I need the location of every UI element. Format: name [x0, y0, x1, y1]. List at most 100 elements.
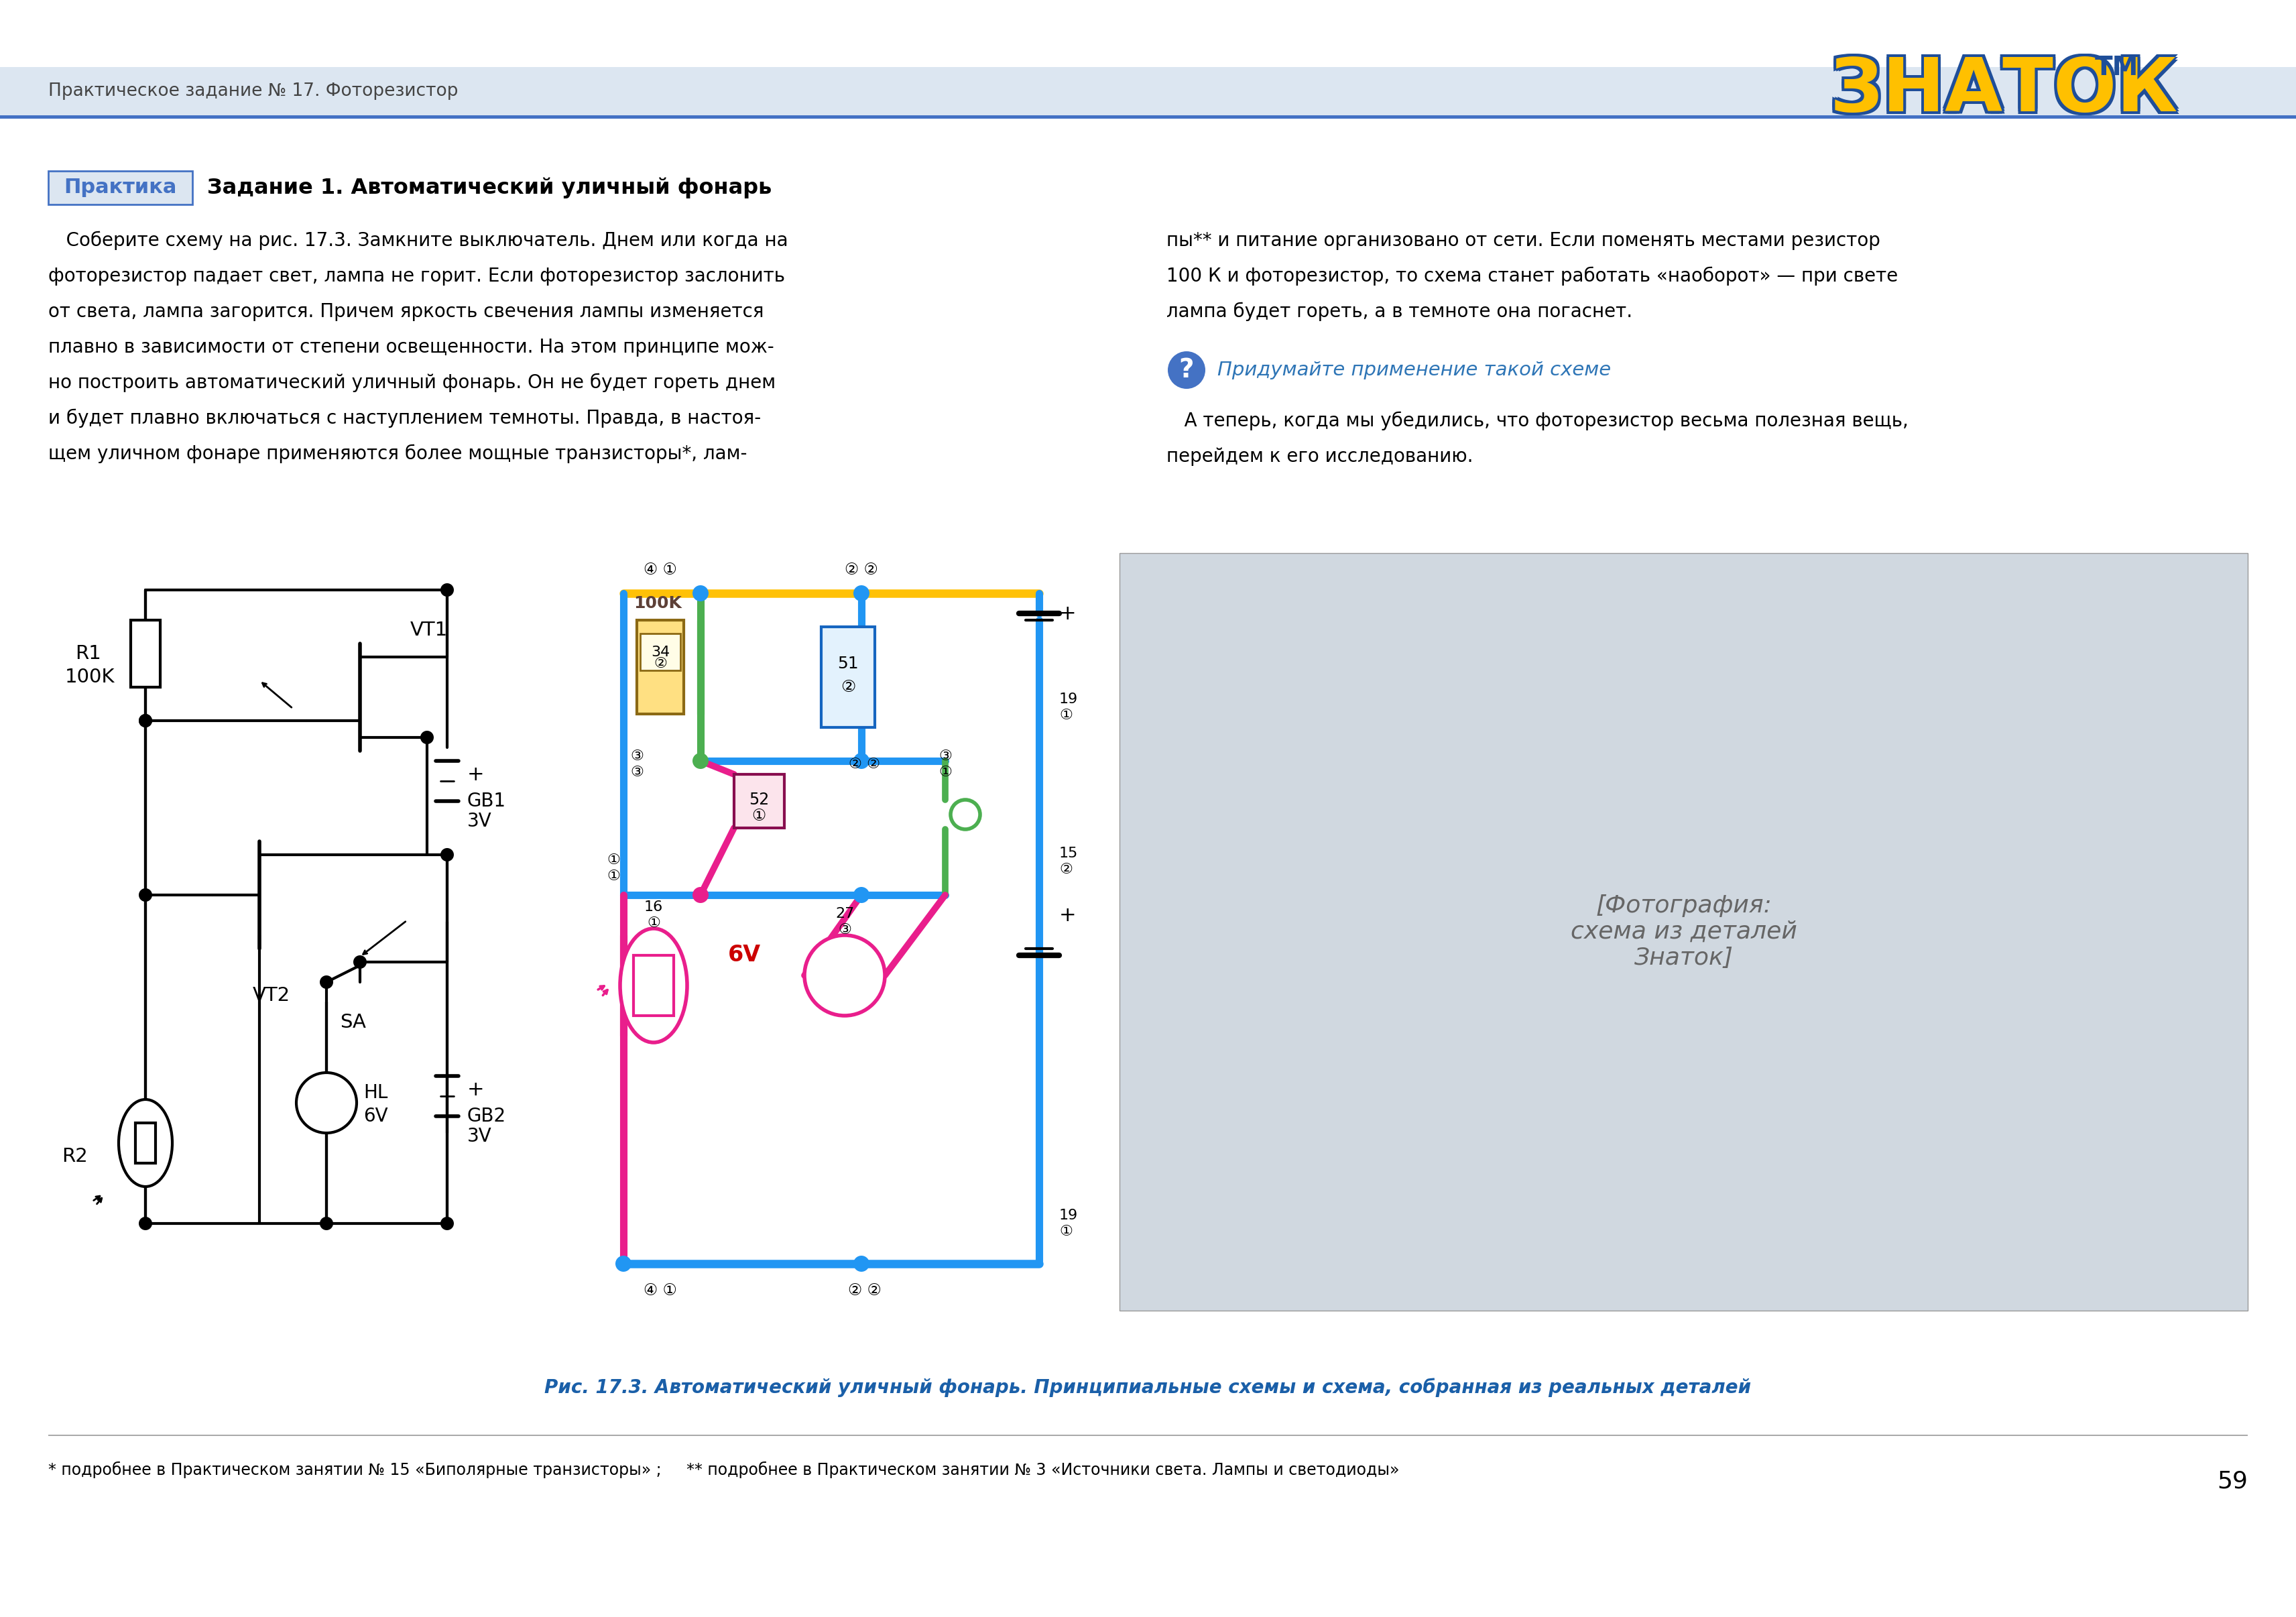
Circle shape: [854, 1256, 870, 1271]
Text: 19
①: 19 ①: [1058, 692, 1079, 721]
Text: 27
③: 27 ③: [836, 907, 854, 936]
Text: Соберите схему на рис. 17.3. Замкните выключатель. Днем или когда на: Соберите схему на рис. 17.3. Замкните вы…: [48, 231, 788, 251]
Text: GB2: GB2: [468, 1106, 505, 1125]
Bar: [822, 627, 875, 728]
Text: ЗНАТОК: ЗНАТОК: [1832, 55, 2181, 128]
Circle shape: [319, 975, 333, 990]
Bar: [735, 775, 785, 828]
Text: ④ ①: ④ ①: [643, 561, 677, 577]
Text: 52: 52: [748, 792, 769, 808]
Text: VT1: VT1: [411, 621, 448, 640]
Circle shape: [854, 888, 870, 902]
Circle shape: [441, 584, 455, 597]
Text: +: +: [468, 765, 484, 784]
Circle shape: [693, 754, 709, 770]
Text: 34: 34: [650, 645, 670, 660]
Text: 19
①: 19 ①: [1058, 1210, 1079, 1239]
Text: ② ②: ② ②: [847, 1282, 882, 1298]
Circle shape: [951, 800, 980, 830]
Text: ЗНАТОК: ЗНАТОК: [1830, 58, 2179, 129]
Text: 6V: 6V: [363, 1106, 388, 1125]
Ellipse shape: [119, 1100, 172, 1187]
Text: * подробнее в Практическом занятии № 15 «Биполярные транзисторы» ;     ** подроб: * подробнее в Практическом занятии № 15 …: [48, 1462, 1398, 1478]
Text: и будет плавно включаться с наступлением темноты. Правда, в настоя-: и будет плавно включаться с наступлением…: [48, 409, 760, 429]
Text: 3V: 3V: [468, 1127, 491, 1146]
Text: от света, лампа загорится. Причем яркость свечения лампы изменяется: от света, лампа загорится. Причем яркост…: [48, 302, 765, 322]
Text: ?: ?: [1180, 357, 1194, 383]
Text: ЗНАТОК: ЗНАТОК: [1828, 58, 2177, 129]
Circle shape: [138, 715, 152, 728]
Text: 6V: 6V: [728, 944, 760, 967]
Circle shape: [693, 585, 709, 602]
Text: 16
①: 16 ①: [645, 901, 664, 930]
Text: ④ ①: ④ ①: [643, 1282, 677, 1298]
Text: лампа будет гореть, а в темноте она погаснет.: лампа будет гореть, а в темноте она пога…: [1166, 302, 1632, 322]
Text: Рис. 17.3. Автоматический уличный фонарь. Принципиальные схемы и схема, собранна: Рис. 17.3. Автоматический уличный фонарь…: [544, 1378, 1752, 1397]
Text: Задание 1. Автоматический уличный фонарь: Задание 1. Автоматический уличный фонарь: [207, 178, 771, 199]
Circle shape: [138, 1216, 152, 1231]
Bar: [634, 956, 673, 1015]
Circle shape: [420, 731, 434, 744]
Text: 100K: 100K: [634, 595, 682, 611]
Text: +: +: [1058, 906, 1077, 925]
Text: VT2: VT2: [253, 986, 289, 1004]
Text: 3V: 3V: [468, 812, 491, 831]
Text: ЗНАТОК: ЗНАТОК: [1828, 53, 2177, 125]
Text: ②: ②: [840, 679, 856, 695]
Circle shape: [354, 956, 367, 969]
Text: [Фотография:
схема из деталей
Знаток]: [Фотография: схема из деталей Знаток]: [1570, 894, 1798, 970]
Circle shape: [804, 935, 884, 1015]
Text: пы** и питание организовано от сети. Если поменять местами резистор: пы** и питание организовано от сети. Есл…: [1166, 231, 1880, 251]
Bar: [48, 171, 193, 204]
Text: фоторезистор падает свет, лампа не горит. Если фоторезистор заслонить: фоторезистор падает свет, лампа не горит…: [48, 267, 785, 286]
Text: ①
①: ① ①: [606, 854, 620, 883]
Circle shape: [138, 888, 152, 902]
Text: ЗНАТОК: ЗНАТОК: [1832, 58, 2181, 129]
Bar: [636, 619, 684, 715]
Bar: [0, 115, 2296, 118]
Text: R1: R1: [76, 644, 101, 663]
Circle shape: [615, 1256, 631, 1271]
Circle shape: [441, 847, 455, 862]
Text: ③
③: ③ ③: [629, 750, 643, 779]
Bar: [131, 619, 161, 687]
Text: ЗНАТОК: ЗНАТОК: [1828, 55, 2177, 128]
Bar: [1120, 553, 2248, 1311]
Text: 100K: 100K: [64, 668, 115, 687]
Circle shape: [138, 715, 152, 728]
Text: плавно в зависимости от степени освещенности. На этом принципе мож-: плавно в зависимости от степени освещенн…: [48, 338, 774, 357]
Text: ЗНАТОК: ЗНАТОК: [1832, 53, 2181, 125]
Ellipse shape: [620, 928, 687, 1043]
Bar: [135, 1122, 156, 1163]
Bar: [0, 66, 2296, 115]
Text: Практика: Практика: [64, 178, 177, 197]
Circle shape: [296, 1072, 356, 1134]
Text: +: +: [1058, 603, 1077, 623]
Text: Придумайте применение такой схеме: Придумайте применение такой схеме: [1217, 361, 1612, 380]
Text: щем уличном фонаре применяются более мощные транзисторы*, лам-: щем уличном фонаре применяются более мощ…: [48, 445, 746, 464]
Text: TM: TM: [2094, 55, 2138, 81]
Circle shape: [854, 754, 870, 770]
Text: SA: SA: [340, 1012, 365, 1032]
Text: R2: R2: [62, 1146, 87, 1166]
Text: 100 К и фоторезистор, то схема станет работать «наоборот» — при свете: 100 К и фоторезистор, то схема станет ра…: [1166, 267, 1899, 286]
Text: ③
①: ③ ①: [939, 750, 953, 779]
Circle shape: [319, 1216, 333, 1231]
Text: ②: ②: [654, 657, 668, 671]
Text: ①: ①: [751, 808, 767, 825]
Text: GB1: GB1: [468, 792, 505, 810]
Text: но построить автоматический уличный фонарь. Он не будет гореть днем: но построить автоматический уличный фона…: [48, 374, 776, 393]
Circle shape: [854, 585, 870, 602]
Text: HL: HL: [363, 1083, 388, 1103]
Text: ЗНАТОК: ЗНАТОК: [1830, 53, 2179, 125]
Circle shape: [693, 888, 709, 902]
Text: ЗНАТОК: ЗНАТОК: [1830, 55, 2179, 128]
Bar: [641, 634, 680, 671]
Text: 59: 59: [2218, 1470, 2248, 1492]
Circle shape: [441, 1216, 455, 1231]
Text: Практическое задание № 17. Фоторезистор: Практическое задание № 17. Фоторезистор: [48, 82, 459, 100]
Circle shape: [1169, 351, 1205, 388]
Text: ② ②: ② ②: [850, 757, 882, 771]
Text: 51: 51: [838, 655, 859, 671]
Text: перейдем к его исследованию.: перейдем к его исследованию.: [1166, 448, 1474, 466]
